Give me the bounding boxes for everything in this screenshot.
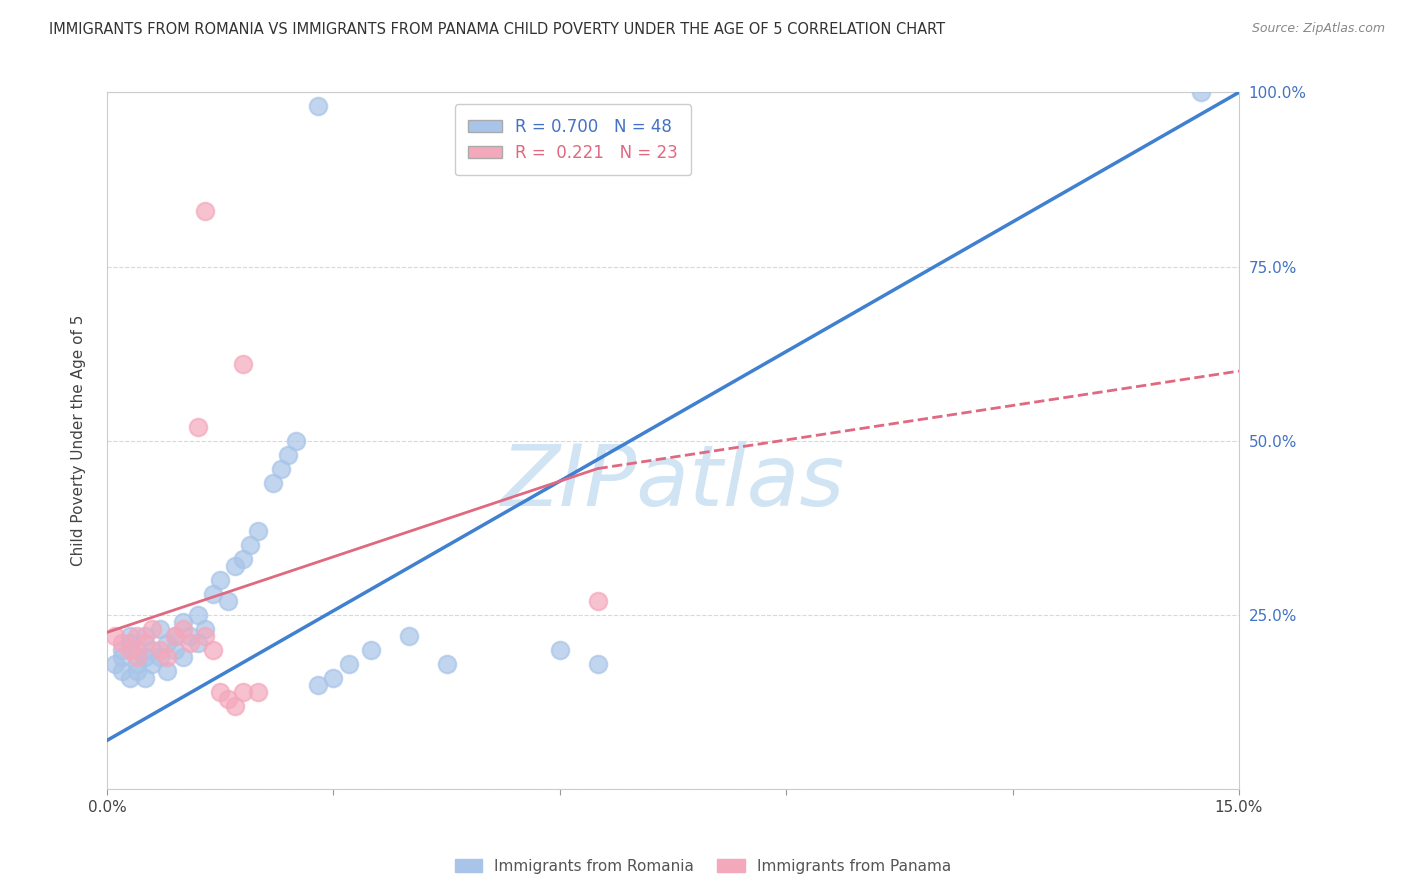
Point: [239, 538, 262, 552]
Y-axis label: Child Poverty Under the Age of 5: Child Poverty Under the Age of 5: [72, 315, 86, 566]
Point: [127, 629, 149, 643]
Point: [111, 649, 134, 664]
Point: [118, 636, 141, 650]
Point: [307, 678, 329, 692]
Point: [194, 203, 217, 218]
Legend: Immigrants from Romania, Immigrants from Panama: Immigrants from Romania, Immigrants from…: [449, 853, 957, 880]
Point: [163, 629, 186, 643]
Point: [284, 434, 307, 448]
Legend: R = 0.700   N = 48, R =  0.221   N = 23: R = 0.700 N = 48, R = 0.221 N = 23: [456, 104, 690, 175]
Point: [586, 657, 609, 671]
Point: [118, 629, 141, 643]
Point: [179, 629, 201, 643]
Point: [246, 524, 269, 539]
Point: [163, 642, 186, 657]
Point: [187, 636, 209, 650]
Point: [134, 649, 156, 664]
Point: [149, 642, 172, 657]
Point: [127, 657, 149, 671]
Point: [172, 649, 194, 664]
Point: [149, 622, 172, 636]
Point: [149, 649, 172, 664]
Point: [262, 475, 284, 490]
Point: [217, 691, 239, 706]
Point: [360, 642, 382, 657]
Point: [156, 649, 179, 664]
Text: ZIPatlas: ZIPatlas: [501, 441, 845, 524]
Point: [224, 698, 246, 713]
Point: [172, 615, 194, 629]
Point: [270, 461, 292, 475]
Point: [127, 649, 149, 664]
Point: [307, 99, 329, 113]
Point: [111, 636, 134, 650]
Point: [118, 671, 141, 685]
Point: [163, 629, 186, 643]
Point: [134, 671, 156, 685]
Point: [127, 642, 149, 657]
Point: [246, 684, 269, 698]
Point: [209, 684, 232, 698]
Point: [156, 636, 179, 650]
Point: [141, 622, 163, 636]
Point: [141, 657, 163, 671]
Point: [201, 642, 224, 657]
Point: [232, 684, 254, 698]
Point: [277, 448, 299, 462]
Point: [104, 629, 127, 643]
Point: [111, 664, 134, 678]
Text: IMMIGRANTS FROM ROMANIA VS IMMIGRANTS FROM PANAMA CHILD POVERTY UNDER THE AGE OF: IMMIGRANTS FROM ROMANIA VS IMMIGRANTS FR…: [49, 22, 945, 37]
Point: [118, 642, 141, 657]
Point: [337, 657, 360, 671]
Point: [111, 642, 134, 657]
Point: [187, 607, 209, 622]
Point: [436, 657, 458, 671]
Point: [187, 419, 209, 434]
Point: [194, 629, 217, 643]
Point: [232, 357, 254, 371]
Point: [548, 642, 571, 657]
Point: [127, 664, 149, 678]
Point: [104, 657, 127, 671]
Point: [201, 587, 224, 601]
Point: [586, 594, 609, 608]
Point: [1189, 86, 1212, 100]
Point: [172, 622, 194, 636]
Point: [209, 573, 232, 587]
Point: [194, 622, 217, 636]
Point: [322, 671, 344, 685]
Point: [179, 636, 201, 650]
Text: Source: ZipAtlas.com: Source: ZipAtlas.com: [1251, 22, 1385, 36]
Point: [134, 636, 156, 650]
Point: [141, 642, 163, 657]
Point: [232, 552, 254, 566]
Point: [398, 629, 420, 643]
Point: [224, 559, 246, 574]
Point: [156, 664, 179, 678]
Point: [217, 594, 239, 608]
Point: [134, 629, 156, 643]
